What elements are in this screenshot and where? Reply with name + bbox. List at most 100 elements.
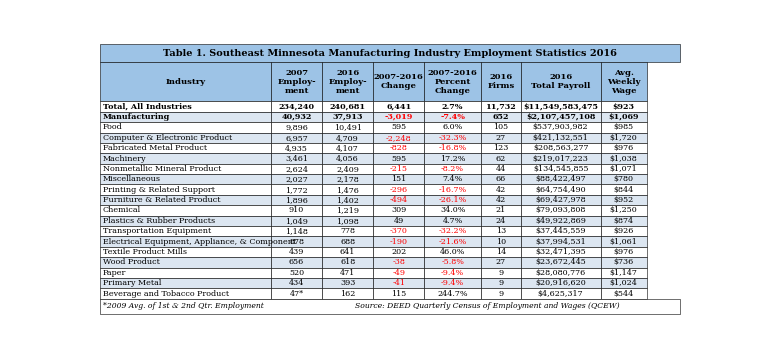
Text: $544: $544 — [613, 290, 634, 298]
Text: $923: $923 — [613, 103, 635, 110]
Bar — [322, 184, 373, 195]
Text: -38: -38 — [392, 258, 405, 267]
Bar — [521, 122, 600, 132]
Bar — [100, 205, 271, 216]
Text: 878: 878 — [289, 238, 304, 246]
Text: 2007-2016
Change: 2007-2016 Change — [374, 73, 424, 90]
Bar — [271, 101, 322, 112]
Text: 4.7%: 4.7% — [442, 217, 463, 225]
Bar — [373, 143, 424, 153]
Text: 27: 27 — [496, 258, 506, 267]
Bar — [600, 247, 647, 257]
Bar — [600, 278, 647, 289]
Text: 123: 123 — [493, 144, 508, 152]
Bar — [373, 184, 424, 195]
Bar — [100, 132, 271, 143]
Bar — [521, 268, 600, 278]
Text: 9: 9 — [498, 290, 504, 298]
Bar — [373, 62, 424, 101]
Bar — [271, 132, 322, 143]
Text: 244.7%: 244.7% — [438, 290, 468, 298]
Text: -3,019: -3,019 — [384, 113, 413, 121]
Bar — [600, 153, 647, 164]
Bar — [424, 216, 481, 226]
Bar — [322, 236, 373, 247]
Bar — [481, 174, 521, 184]
Bar — [424, 236, 481, 247]
Text: 9,896: 9,896 — [285, 123, 308, 131]
Bar — [322, 132, 373, 143]
Bar — [100, 44, 680, 62]
Text: $1,024: $1,024 — [610, 279, 638, 287]
Text: 2007
Employ-
ment: 2007 Employ- ment — [277, 69, 316, 95]
Text: $2,107,457,108: $2,107,457,108 — [526, 113, 595, 121]
Text: Furniture & Related Product: Furniture & Related Product — [103, 196, 220, 204]
Text: -5.8%: -5.8% — [441, 258, 464, 267]
Text: $976: $976 — [613, 248, 634, 256]
Text: 10,491: 10,491 — [333, 123, 361, 131]
Bar — [481, 62, 521, 101]
Text: -49: -49 — [392, 269, 405, 277]
Text: $736: $736 — [613, 258, 634, 267]
Bar — [373, 195, 424, 205]
Text: $1,061: $1,061 — [610, 238, 638, 246]
Bar — [424, 62, 481, 101]
Text: -7.4%: -7.4% — [440, 113, 465, 121]
Text: 595: 595 — [391, 154, 406, 162]
Bar — [373, 101, 424, 112]
Text: 115: 115 — [391, 290, 406, 298]
Text: 1,098: 1,098 — [336, 217, 359, 225]
Text: 9: 9 — [498, 279, 504, 287]
Text: $37,994,531: $37,994,531 — [535, 238, 586, 246]
Text: 520: 520 — [289, 269, 304, 277]
Text: 595: 595 — [391, 123, 406, 131]
Text: 652: 652 — [492, 113, 509, 121]
Text: 6,441: 6,441 — [386, 103, 412, 110]
Bar — [100, 289, 271, 299]
Text: *2009 Avg. of 1st & 2nd Qtr. Employment: *2009 Avg. of 1st & 2nd Qtr. Employment — [103, 302, 263, 310]
Bar — [424, 195, 481, 205]
Bar — [424, 122, 481, 132]
Bar — [481, 164, 521, 174]
Bar — [271, 257, 322, 268]
Text: $421,132,551: $421,132,551 — [533, 134, 588, 142]
Text: Beverage and Tobacco Product: Beverage and Tobacco Product — [103, 290, 229, 298]
Text: 37,913: 37,913 — [333, 113, 363, 121]
Bar — [271, 174, 322, 184]
Text: 309: 309 — [391, 206, 406, 215]
Text: $69,427,978: $69,427,978 — [535, 196, 586, 204]
Bar — [100, 195, 271, 205]
Bar — [521, 289, 600, 299]
Bar — [373, 205, 424, 216]
Bar — [373, 132, 424, 143]
Bar — [100, 184, 271, 195]
Text: 1,896: 1,896 — [285, 196, 308, 204]
Text: 4,107: 4,107 — [336, 144, 359, 152]
Bar — [521, 278, 600, 289]
Bar — [481, 195, 521, 205]
Text: 234,240: 234,240 — [279, 103, 314, 110]
Text: $219,017,223: $219,017,223 — [533, 154, 588, 162]
Bar — [600, 174, 647, 184]
Bar — [322, 122, 373, 132]
Text: -32.3%: -32.3% — [438, 134, 467, 142]
Text: $1,069: $1,069 — [608, 113, 638, 121]
Bar — [521, 164, 600, 174]
Bar — [600, 143, 647, 153]
Bar — [373, 112, 424, 122]
Bar — [271, 205, 322, 216]
Text: 2007-2016
Percent
Change: 2007-2016 Percent Change — [428, 69, 478, 95]
Text: -9.4%: -9.4% — [441, 269, 464, 277]
Bar — [424, 257, 481, 268]
Bar — [100, 226, 271, 236]
Bar — [521, 112, 600, 122]
Text: 778: 778 — [340, 227, 355, 235]
Bar — [424, 132, 481, 143]
Text: Industry: Industry — [165, 78, 205, 86]
Text: Table 1. Southeast Minnesota Manufacturing Industry Employment Statistics 2016: Table 1. Southeast Minnesota Manufacturi… — [163, 48, 617, 57]
Text: -21.6%: -21.6% — [438, 238, 467, 246]
Bar — [481, 289, 521, 299]
Text: Total, All Industries: Total, All Industries — [103, 103, 192, 110]
Text: 688: 688 — [340, 238, 355, 246]
Text: $780: $780 — [613, 175, 634, 183]
